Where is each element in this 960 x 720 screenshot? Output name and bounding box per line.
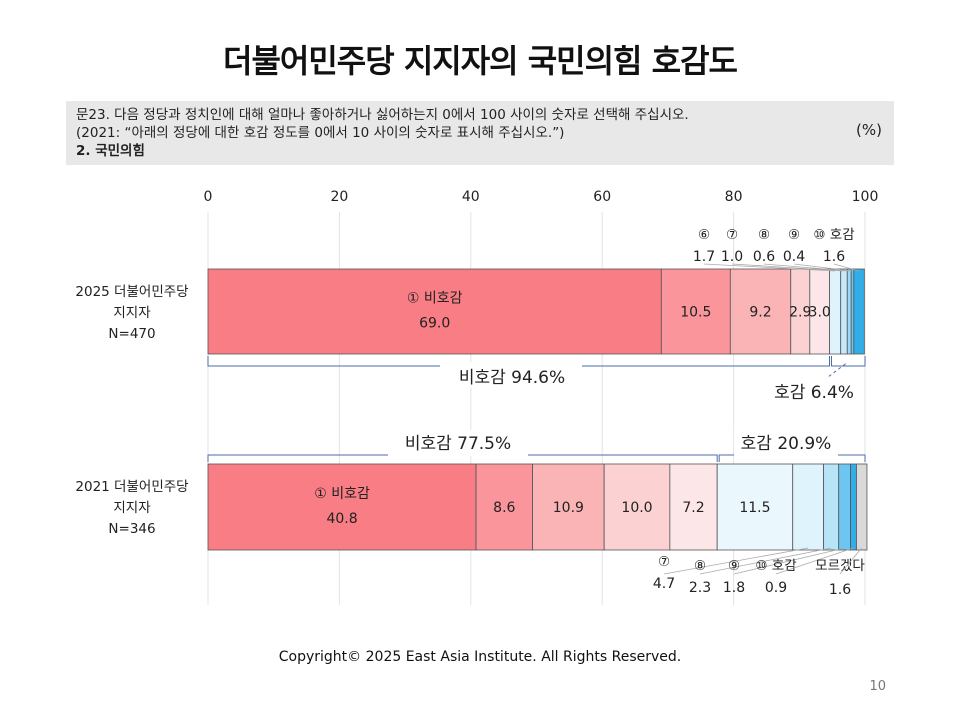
question-line-2: (2021: “아래의 정당에 대한 호감 정도를 0에서 10 사이의 숫자로…: [76, 125, 565, 141]
row-label: 2025 더불어민주당: [75, 284, 188, 300]
leader-line: [839, 547, 863, 575]
bar-segment: [838, 463, 851, 551]
question-box: 문23. 다음 정당과 정치인에 대해 얼마나 좋아하거나 싫어하는지 0에서 …: [66, 101, 894, 165]
label-backdrop: [762, 378, 862, 404]
bar-segment: [603, 463, 671, 551]
callout-value: 0.4: [783, 249, 805, 265]
data-label: 10.5: [680, 305, 711, 321]
leader-line: [703, 263, 836, 272]
bar-segment: [856, 463, 868, 551]
bar-segment: [207, 268, 662, 355]
bar-segment: [475, 463, 533, 551]
bar-segment: [846, 268, 852, 355]
segment-name: ① 비호감: [407, 291, 463, 307]
callout-value: 1.8: [723, 580, 745, 596]
tick-label: 0: [204, 189, 213, 205]
favorable-total: 호감 20.9%: [741, 434, 832, 454]
label-backdrop: [440, 362, 582, 388]
unfavorable-total: 비호감 77.5%: [405, 434, 511, 454]
tick-label: 40: [462, 189, 480, 205]
callout-name: ⑦: [658, 554, 670, 570]
label-backdrop: [734, 430, 838, 456]
question-item: 2. 국민의힘: [76, 143, 145, 159]
bar-segment: [669, 463, 718, 551]
callout-name: ⑥: [698, 227, 710, 243]
page-number: 10: [869, 679, 886, 694]
callout-value: 2.3: [689, 580, 711, 596]
page-title: 더불어민주당 지지자의 국민의힘 호감도: [223, 42, 738, 80]
callout-value: 1.6: [829, 582, 851, 598]
callout-name: ⑩ 호감: [755, 558, 796, 574]
tick-label: 20: [330, 189, 348, 205]
callout-value: 4.7: [653, 576, 675, 592]
bar-segment: [729, 268, 792, 355]
row-label: N=470: [108, 326, 155, 342]
favorable-bracket: [718, 454, 866, 462]
callout-name: 모르겠다: [815, 558, 865, 574]
callout-value: 0.6: [753, 249, 775, 265]
unfavorable-total: 비호감 94.6%: [459, 368, 565, 388]
favorable-bracket: [831, 356, 866, 367]
data-label: 8.6: [493, 500, 515, 516]
data-label: 10.9: [553, 500, 584, 516]
callout-value: 1.6: [823, 249, 845, 265]
bar-segment: [853, 268, 865, 355]
row-label: N=346: [108, 521, 155, 537]
row-label: 2021 더불어민주당: [75, 479, 188, 495]
tick-label: 100: [852, 189, 879, 205]
leader-line: [699, 547, 832, 575]
question-line-1: 문23. 다음 정당과 정치인에 대해 얼마나 좋아하거나 싫어하는지 0에서 …: [76, 107, 689, 123]
bar-segment: [532, 463, 605, 551]
callout-value: 0.9: [765, 580, 787, 596]
label-backdrop: [388, 430, 528, 456]
tick-label: 80: [725, 189, 743, 205]
unfavorable-bracket: [207, 454, 718, 462]
unit-label: (%): [856, 121, 882, 139]
data-label: 7.2: [682, 500, 704, 516]
bar-segment: [823, 463, 840, 551]
data-label: 9.2: [749, 305, 771, 321]
callout-name: ⑧: [758, 227, 770, 243]
leader-line: [663, 547, 809, 575]
copyright: Copyright© 2025 East Asia Institute. All…: [278, 649, 682, 665]
row-label: 지지자: [113, 500, 151, 516]
bar-segment: [850, 463, 857, 551]
bar-segment: [792, 463, 825, 551]
callout-value: 1.0: [721, 249, 743, 265]
leader-line: [793, 263, 853, 272]
segment-name: ① 비호감: [314, 486, 370, 502]
data-label: 69.0: [419, 316, 450, 332]
leader-line: [733, 547, 845, 575]
data-label: 11.5: [739, 500, 770, 516]
data-label: 40.8: [326, 511, 357, 527]
data-label: 2.9: [789, 305, 811, 321]
callout-name: ⑦: [726, 227, 738, 243]
tick-label: 60: [593, 189, 611, 205]
bar-segment: [840, 268, 848, 355]
bar-segment: [829, 268, 842, 355]
leader-line: [763, 263, 850, 272]
bar-segment: [660, 268, 731, 355]
bar-segment: [207, 463, 477, 551]
callout-value: 1.7: [693, 249, 715, 265]
row-label: 지지자: [113, 305, 151, 321]
callout-name: ⑩ 호감: [813, 227, 854, 243]
callout-name: ⑧: [694, 558, 706, 574]
leader-line: [833, 263, 860, 272]
callout-name: ⑨: [788, 227, 800, 243]
leader-line: [731, 263, 845, 272]
favorable-total: 호감 6.4%: [774, 383, 854, 403]
data-label: 3.0: [809, 305, 831, 321]
data-label: 10.0: [621, 500, 652, 516]
callout-name: ⑨: [728, 558, 740, 574]
leader-line: [775, 547, 854, 575]
